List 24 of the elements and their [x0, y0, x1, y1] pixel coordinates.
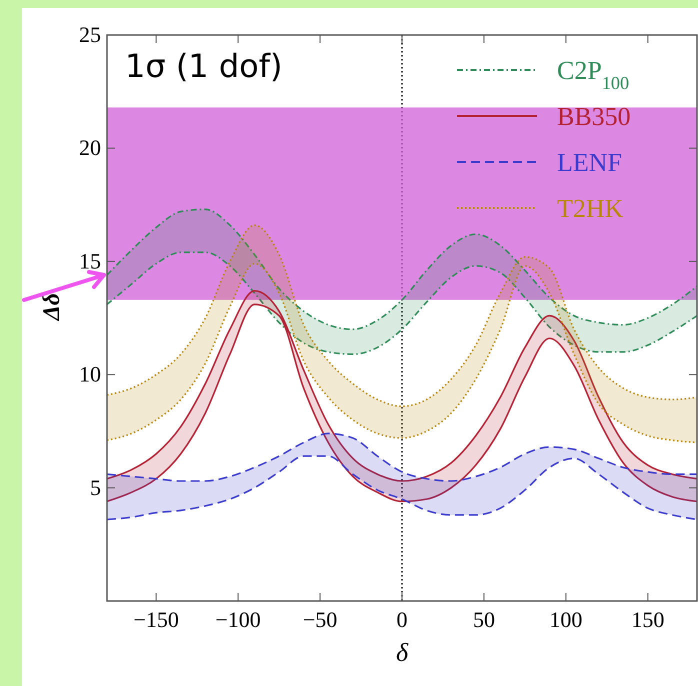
legend-label: T2HK: [557, 194, 624, 223]
line-series: [107, 455, 697, 520]
y-axis-title: Δδ: [39, 293, 65, 322]
legend-label: C2P$_{100}$: [557, 56, 630, 93]
y-tick-label: 10: [79, 362, 101, 387]
legend-label: LENF: [557, 148, 622, 177]
y-tick-label: 25: [79, 22, 101, 47]
x-tick-label: 150: [631, 607, 664, 632]
x-tick-label: −50: [302, 607, 338, 632]
x-axis-title: δ: [396, 638, 409, 667]
x-tick-label: 50: [472, 607, 495, 632]
x-tick-label: −100: [215, 607, 261, 632]
x-tick-label: 0: [396, 607, 408, 632]
line-series: [107, 224, 697, 408]
chart-title: 1σ (1 dof): [125, 47, 282, 85]
legend-label: BB350: [557, 102, 631, 131]
line-series: [107, 262, 697, 444]
line-series: [107, 252, 697, 356]
x-tick-label: 100: [549, 607, 582, 632]
y-tick-label: 15: [79, 248, 101, 274]
line-series: [107, 432, 697, 482]
y-tick-label: 20: [79, 135, 101, 160]
x-tick-label: −150: [133, 607, 179, 632]
y-tick-label: 5: [90, 474, 101, 500]
